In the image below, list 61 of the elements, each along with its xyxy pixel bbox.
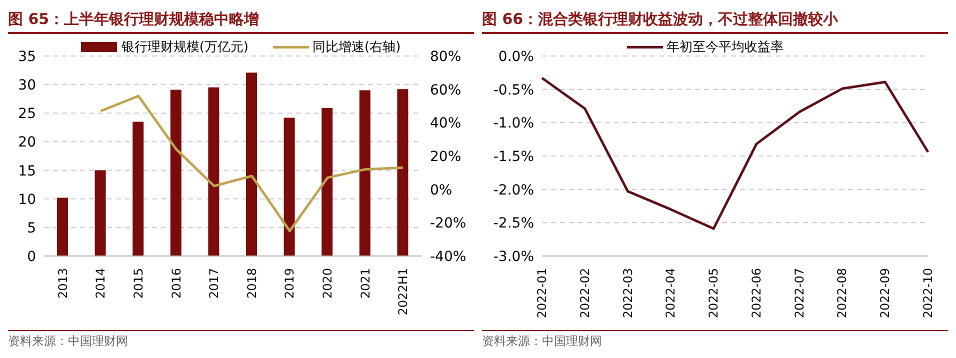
y-tick-label: 0.0% — [498, 48, 534, 65]
x-tick-label: 2014 — [94, 268, 108, 299]
y2-tick-label: 20% — [430, 148, 462, 165]
x-tick-label: 2022-08 — [835, 268, 850, 318]
x-tick-label: 2022-07 — [792, 268, 806, 318]
bar — [284, 118, 295, 256]
y-tick-label: 30 — [18, 78, 36, 94]
y2-tick-label: -40% — [430, 248, 466, 265]
x-tick-label: 2021 — [358, 268, 372, 299]
chart-title: 图 66：混合类银行理财收益波动，不过整体回撤较小 — [482, 8, 948, 34]
x-tick-label: 2022-02 — [578, 268, 592, 318]
bar — [397, 89, 408, 256]
x-tick-label: 2022-05 — [706, 268, 721, 318]
x-tick-label: 2013 — [56, 268, 70, 299]
y-tick-label: 10 — [18, 192, 36, 208]
y-tick-label: -1.5% — [493, 148, 534, 165]
y-tick-label: 15 — [18, 163, 36, 180]
legend-label: 银行理财规模(万亿元) — [121, 39, 248, 56]
x-tick-label: 2020 — [320, 268, 334, 299]
legend-label: 年初至今平均收益率 — [666, 39, 784, 56]
y-tick-label: 25 — [18, 106, 36, 122]
x-tick-label: 2017 — [207, 268, 222, 299]
x-tick-label: 2015 — [132, 268, 146, 299]
bar — [322, 108, 333, 256]
legend-label: 同比增速(右轴) — [312, 39, 401, 56]
bar — [170, 90, 182, 256]
x-tick-label: 2019 — [282, 268, 297, 299]
text: 资料来源：中国理财网 — [8, 330, 474, 350]
y-tick-label: -2.5% — [493, 216, 534, 232]
x-tick-label: 2022-01 — [535, 268, 549, 318]
line-series — [540, 76, 930, 230]
text: 资料来源：中国理财网 — [482, 330, 948, 350]
x-tick-label: 2022-09 — [878, 268, 892, 318]
bar — [208, 87, 220, 256]
y2-tick-label: -20% — [430, 216, 466, 232]
y-tick-label: -1.0% — [493, 116, 534, 132]
x-tick-label: 2016 — [169, 268, 184, 299]
y2-tick-label: 80% — [430, 48, 462, 65]
x-tick-label: 2022-03 — [620, 268, 635, 318]
bar — [132, 122, 144, 256]
bar — [94, 170, 106, 256]
y-tick-label: -0.5% — [493, 82, 534, 98]
chart-title: 图 65：上半年银行理财规模稳中略增 — [8, 8, 474, 34]
bar — [359, 90, 370, 256]
y-tick-label: 20 — [18, 134, 36, 151]
y2-tick-label: 60% — [430, 82, 462, 98]
y-tick-label: 0 — [27, 248, 36, 265]
line-series — [99, 94, 404, 232]
y-tick-label: -3.0% — [493, 248, 534, 265]
y-tick-label: -2.0% — [493, 182, 534, 198]
x-tick-label: 2018 — [244, 268, 259, 299]
bar — [246, 72, 257, 256]
x-tick-label: 2022-06 — [749, 268, 764, 318]
x-tick-label: 2022-10 — [921, 268, 935, 318]
x-tick-label: 2022H1 — [396, 268, 410, 316]
bar — [57, 198, 68, 256]
y-tick-label: 5 — [27, 220, 36, 236]
y2-tick-label: 40% — [430, 116, 462, 132]
x-tick-label: 2022-04 — [664, 268, 678, 318]
y2-tick-label: 0% — [430, 182, 452, 198]
y-tick-label: 35 — [18, 48, 36, 65]
